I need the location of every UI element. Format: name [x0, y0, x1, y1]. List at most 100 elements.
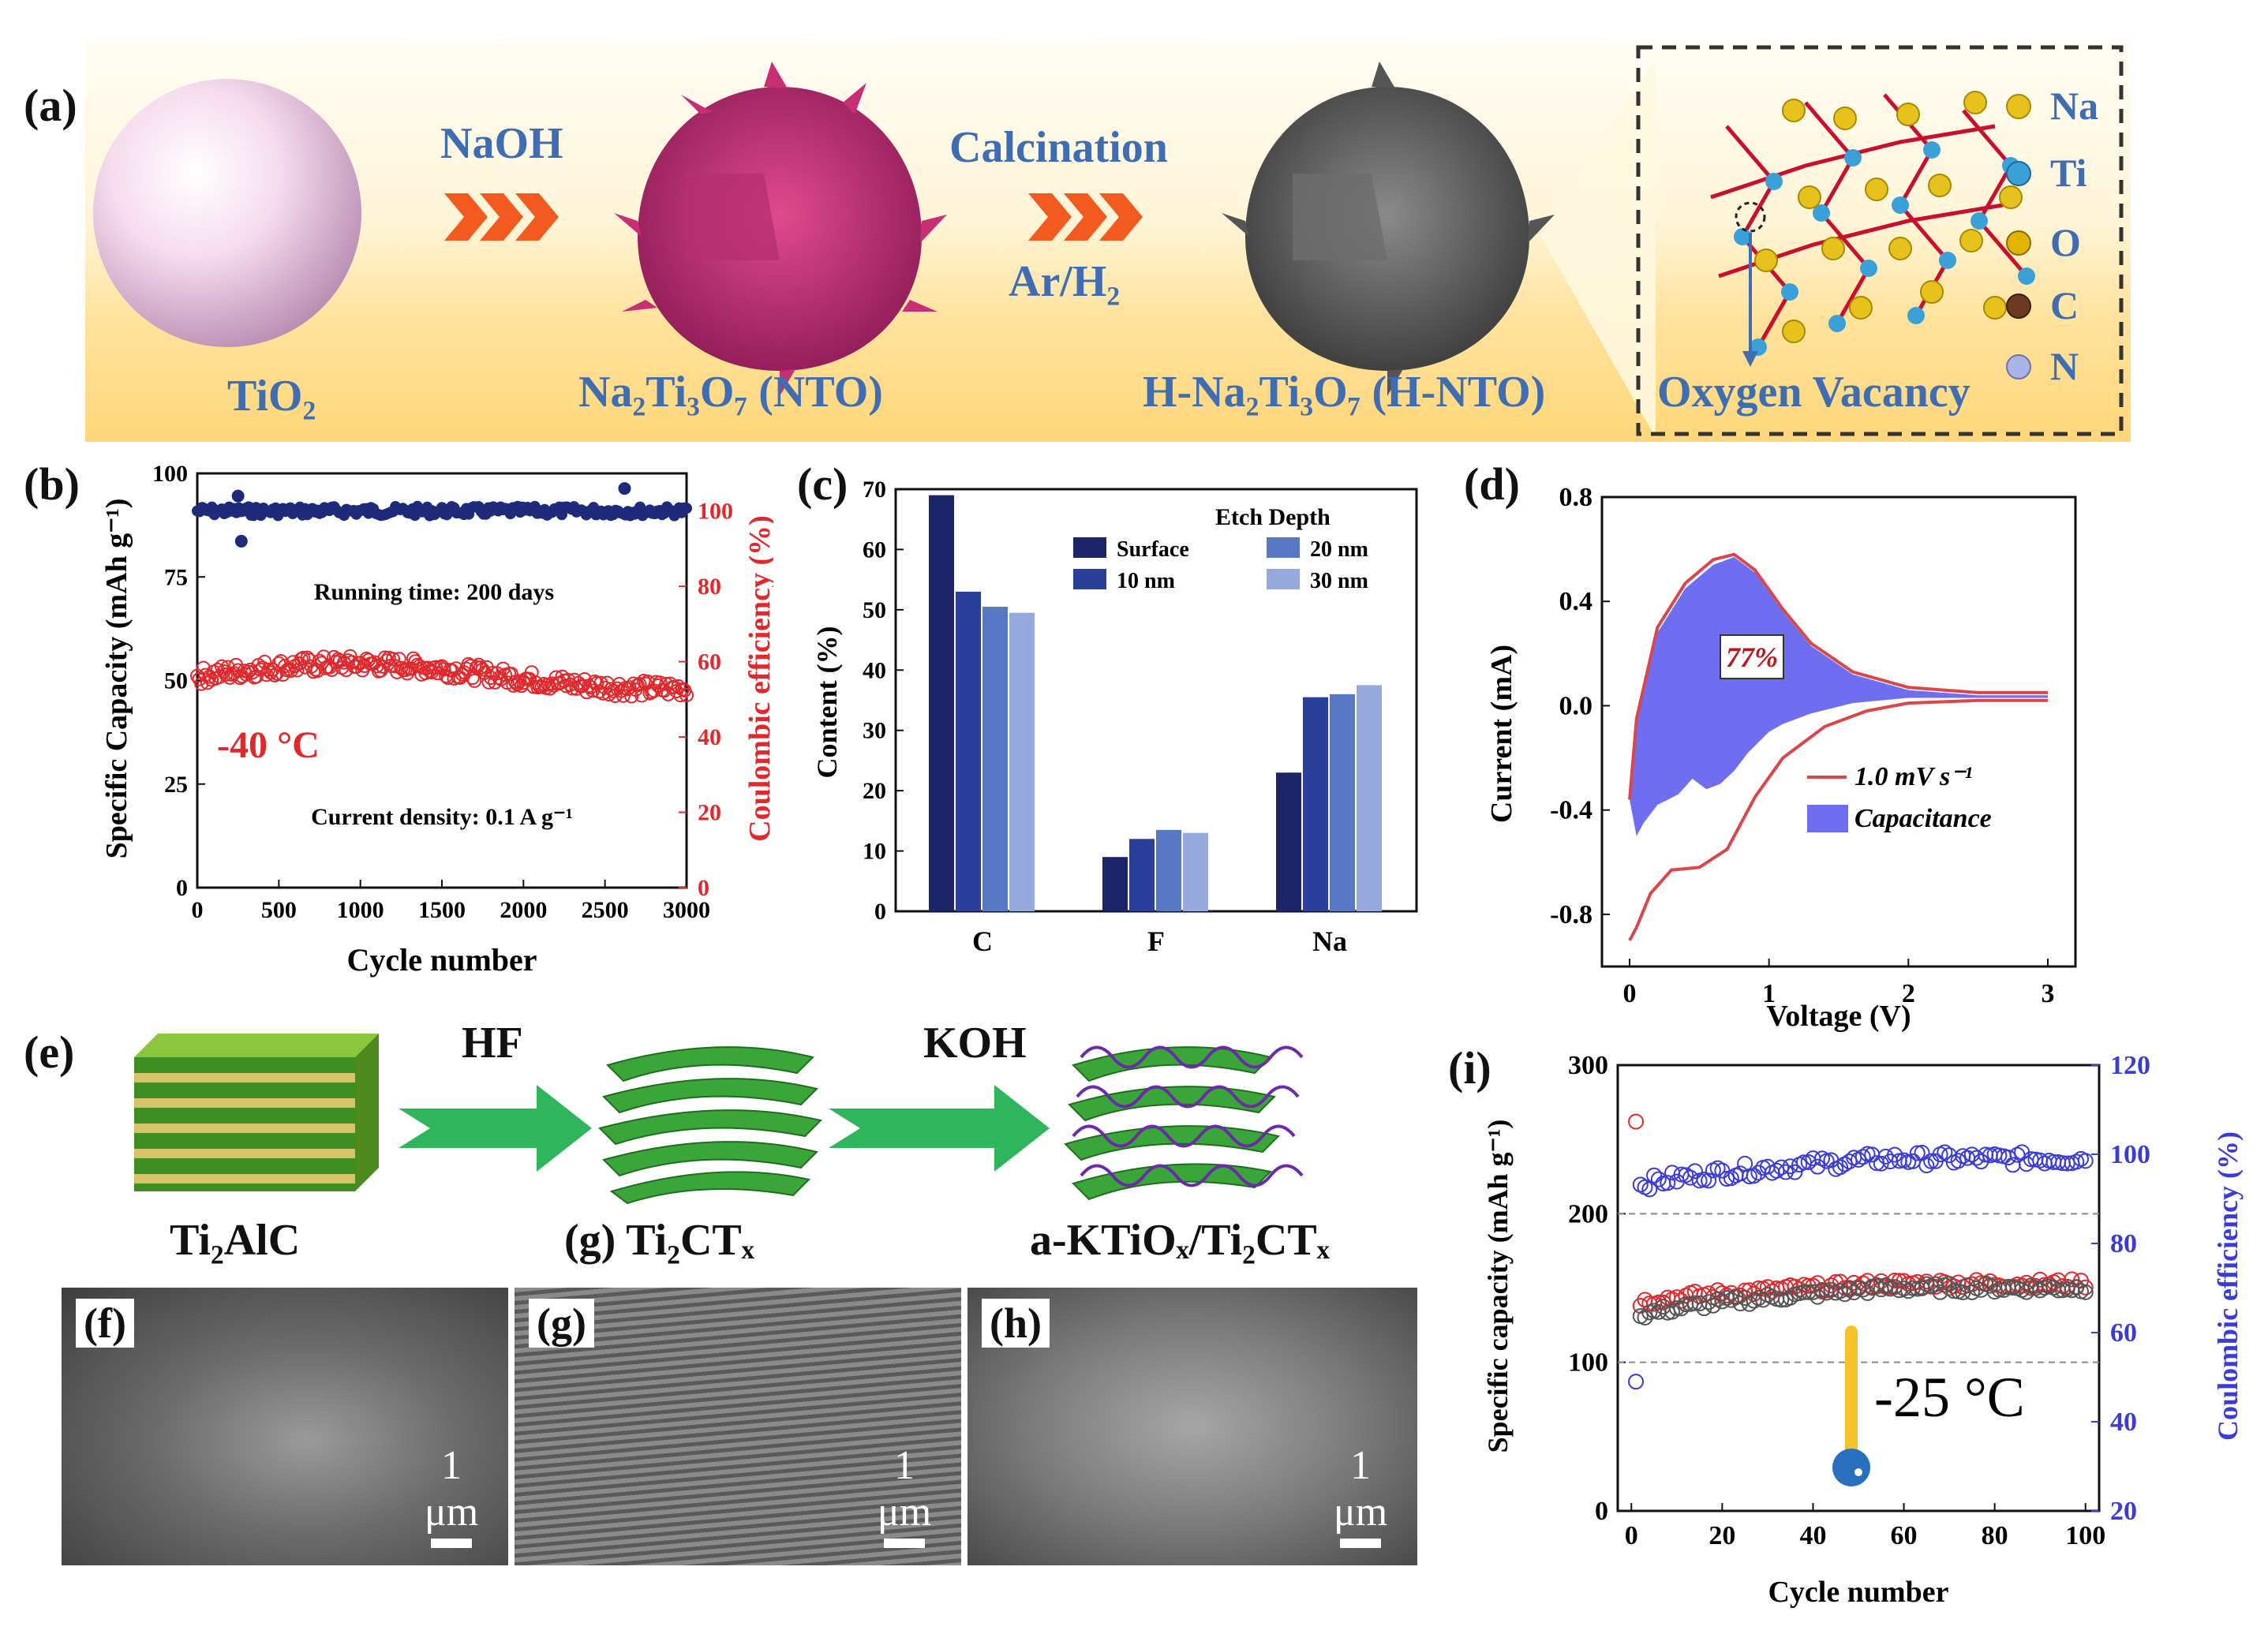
i-ytick-label: 300: [1568, 1051, 1608, 1080]
b-xtick-label: 2500: [582, 897, 629, 923]
sem-g-scale-text: 1 μm: [877, 1443, 932, 1535]
d-ytick-label: 0.0: [1559, 691, 1593, 720]
legend-scan-rate: 1.0 mV s⁻¹: [1854, 762, 1972, 791]
i-xtick-label: 80: [1982, 1521, 2008, 1550]
c-bar-F-0: [1102, 857, 1128, 911]
c-legend-swatch: [1073, 537, 1106, 558]
i-xtick-label: 0: [1625, 1521, 1638, 1550]
b-ytick-label: 50: [164, 668, 188, 694]
i-ce-point: [1950, 1153, 1967, 1169]
sem-f-scale-text: 1 μm: [424, 1443, 479, 1535]
i-ce-point: [2077, 1153, 2094, 1169]
crystal-structure: [1710, 91, 2035, 367]
b-xtick-label: 500: [261, 897, 297, 923]
c-ytick-label: 0: [874, 899, 886, 925]
i-y2tick-label: 40: [2110, 1408, 2137, 1437]
chart-d-legend: 1.0 mV s⁻¹ Capacitance: [1807, 762, 1992, 833]
c-legend-label: 30 nm: [1310, 569, 1368, 593]
i-xtick-label: 20: [1708, 1521, 1735, 1550]
ti2alc-block: [134, 1034, 379, 1191]
c-ytick-label: 30: [863, 718, 886, 744]
b-capacity-point: [210, 662, 225, 677]
b-ytick-label: 75: [164, 564, 188, 590]
ti2ctx-flakes: [598, 1046, 822, 1205]
c-bar-C-2: [982, 607, 1008, 911]
chart-d-ylabel: Current (mA): [1485, 645, 1518, 823]
panel-d-label: (d): [1464, 458, 1520, 510]
c-bar-Na-2: [1330, 694, 1355, 911]
c-bar-Na-3: [1357, 685, 1382, 911]
i-charge-point: [1673, 1300, 1690, 1317]
c-bar-C-3: [1009, 612, 1035, 911]
panel-c-label: (c): [797, 458, 848, 510]
i-ce-point: [1628, 1374, 1645, 1390]
b-ytick-label: 100: [152, 461, 188, 487]
chart-i-frame: [1616, 1064, 2101, 1512]
i-ce-point: [1686, 1163, 1703, 1180]
chart-c-ylabel: Content (%): [811, 626, 843, 779]
composite-flakes: [1064, 1045, 1304, 1201]
sem-image-f: (f) 1 μm: [62, 1288, 508, 1565]
i-ce-point: [1777, 1164, 1794, 1180]
b-capacity-point: [622, 680, 637, 695]
i-ce-point: [1937, 1144, 1953, 1161]
i-charge-point: [1773, 1292, 1790, 1308]
b-ce-point: [681, 503, 692, 514]
ti2alc-label: Ti₂AlC: [170, 1216, 301, 1265]
chart-b-y2label: Coulombic efficiency (%): [743, 515, 773, 842]
koh-label: KOH: [923, 1019, 1027, 1068]
b-y2tick-label: 100: [698, 499, 733, 525]
c-bar-C-0: [929, 495, 954, 911]
b-ce-point: [231, 489, 245, 503]
c-bar-F-1: [1129, 839, 1155, 911]
i-ce-point: [1968, 1150, 1985, 1166]
panel-e-graphics: [134, 1034, 1304, 1205]
c-category-label: F: [1147, 925, 1165, 957]
chart-b-ylabel: Specific Capacity (mAh g⁻¹): [100, 499, 133, 859]
legend-o: O: [2050, 220, 2081, 264]
b-capacity-point: [239, 667, 253, 682]
b-capacity-point: [653, 675, 668, 690]
b-xtick-label: 1500: [418, 897, 466, 923]
c-ytick-label: 20: [863, 778, 886, 804]
chart-d: 0 1 2 3 -0.8 -0.4 0.0 0.4 0.8 77% 1.0 mV s⁻¹ Cap…: [1485, 483, 2077, 1033]
b-y2tick-label: 20: [698, 800, 721, 826]
chart-i: 0 20 40 60 80 100 0 100 200 300 20 40 60 80 100 120 -25…: [1482, 1051, 2244, 1609]
i-y2tick-label: 100: [2110, 1140, 2150, 1169]
thermometer-icon: [1832, 1326, 1870, 1486]
c-ytick-label: 10: [863, 839, 886, 865]
i-discharge-point: [2064, 1271, 2080, 1288]
i-ce-point: [1851, 1151, 1866, 1168]
d-xtick-label: 0: [1623, 979, 1637, 1008]
b-capacity-point: [679, 687, 694, 702]
sem-f-scalebar: 1 μm: [412, 1442, 491, 1548]
oxygen-vacancy-label: Oxygen Vacancy: [1657, 368, 1970, 417]
hnto-label: H-Na₂Ti₃O₇ (H-NTO): [1143, 368, 1546, 417]
b-xtick-label: 2000: [500, 897, 547, 923]
b-y2tick-label: 40: [698, 724, 721, 750]
c-legend-label: 10 nm: [1117, 569, 1175, 593]
i-ce-point: [2068, 1154, 2085, 1170]
panel-a-label: (a): [24, 80, 77, 131]
chart-i-temp: -25 °C: [1874, 1366, 2025, 1429]
nto-particle: [614, 62, 947, 396]
cv-upper-curve: [1628, 552, 2048, 800]
chart-b-current-note: Current density: 0.1 A g⁻¹: [311, 804, 573, 830]
inset-box: [1636, 45, 2124, 436]
b-y2tick-label: 0: [698, 875, 709, 901]
i-charge-point: [1963, 1284, 1980, 1300]
calcination-label: Calcination: [949, 123, 1168, 172]
chart-b-temp-note: -40 °C: [217, 724, 320, 766]
i-ce-point: [1773, 1159, 1790, 1176]
c-ytick-label: 40: [863, 657, 886, 683]
c-ytick-label: 50: [863, 597, 886, 623]
d-xtick-label: 3: [2042, 979, 2055, 1008]
panel-e-label: (e): [24, 1026, 75, 1078]
koh-arrow: [829, 1085, 1050, 1172]
b-capacity-point: [255, 660, 270, 675]
vacancy-marker: [1735, 201, 1766, 233]
i-xtick-label: 100: [2065, 1521, 2105, 1550]
chart-i-y2label: Coulombic efficiency (%): [2212, 1131, 2244, 1441]
panel-b-label: (b): [24, 458, 80, 510]
chart-b-xlabel: Cycle number: [346, 942, 537, 978]
